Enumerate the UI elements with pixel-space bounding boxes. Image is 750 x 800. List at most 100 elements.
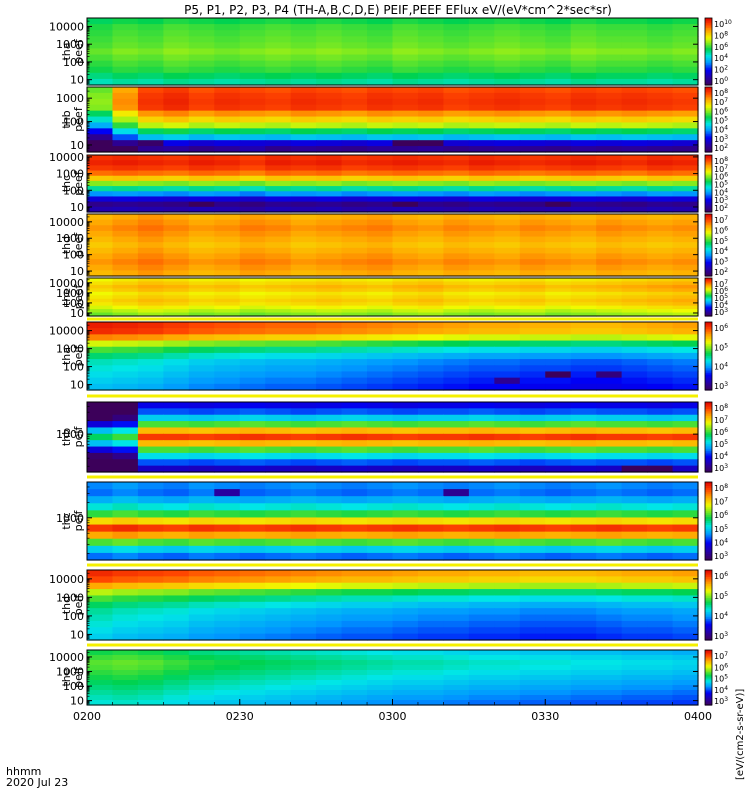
heat-cell	[290, 175, 317, 182]
heat-cell	[87, 482, 114, 490]
colorbar-segment	[705, 447, 712, 450]
heat-cell	[621, 620, 648, 628]
heat-cell	[545, 614, 572, 622]
heat-cell	[265, 160, 292, 166]
heat-cell	[468, 160, 495, 166]
colorbar-segment	[705, 160, 712, 163]
heat-cell	[468, 104, 495, 112]
heat-cell	[570, 633, 597, 641]
heat-cell	[621, 295, 648, 300]
heat-cell	[87, 206, 114, 213]
heat-cell	[392, 695, 419, 701]
heat-cell	[188, 328, 215, 335]
heat-cell	[239, 627, 266, 635]
heat-cell	[163, 459, 190, 467]
heat-cell	[417, 670, 445, 676]
heat-cell	[341, 650, 368, 656]
heat-cell	[316, 155, 343, 161]
heat-cell	[239, 655, 266, 661]
heat-cell	[392, 291, 419, 296]
heat-cell	[87, 288, 114, 293]
heat-cell	[316, 365, 343, 373]
heat-cell	[468, 421, 495, 429]
heat-cell	[621, 589, 648, 597]
heat-cell	[316, 328, 343, 335]
colorbar-segment	[705, 548, 712, 551]
heat-cell	[621, 291, 648, 296]
heat-cell	[519, 104, 546, 112]
heat-cell	[188, 545, 215, 554]
colorbar-segment	[705, 81, 712, 84]
heat-cell	[87, 186, 114, 192]
heat-cell	[290, 264, 317, 271]
heat-cell	[265, 54, 292, 62]
heat-cell	[87, 700, 114, 706]
heat-cell	[214, 570, 241, 577]
heat-cell	[188, 225, 215, 232]
heat-cell	[290, 110, 317, 118]
colorbar-tick-label: 106	[714, 225, 728, 235]
heat-cell	[443, 284, 470, 289]
heat-cell	[519, 589, 546, 597]
heat-cell	[417, 186, 445, 192]
heat-cell	[596, 288, 623, 293]
heat-cell	[87, 48, 114, 56]
heat-cell	[621, 452, 648, 460]
colorbar-segment	[705, 203, 712, 206]
colorbar-segment	[705, 143, 712, 147]
heat-cell	[392, 446, 419, 454]
heat-cell	[265, 685, 292, 691]
heat-cell	[316, 655, 343, 661]
colorbar-frame	[704, 86, 713, 153]
heat-cell	[545, 87, 572, 94]
heat-cell	[316, 570, 343, 577]
heat-cell	[417, 465, 445, 473]
heat-cell	[545, 427, 572, 435]
heat-cell	[163, 421, 190, 429]
heat-cell	[417, 352, 445, 360]
heat-cell	[443, 459, 470, 467]
heat-cell	[417, 72, 445, 80]
heat-cell	[265, 264, 292, 271]
heat-cell	[392, 601, 419, 609]
heat-cell	[112, 414, 139, 422]
heat-cell	[87, 175, 114, 182]
heat-cell	[545, 155, 572, 161]
heat-cell	[468, 510, 495, 519]
heat-cell	[316, 665, 343, 671]
heat-cell	[87, 690, 114, 696]
heat-cell	[137, 30, 164, 37]
heat-cell	[163, 160, 190, 166]
heat-cell	[112, 680, 139, 686]
colorbar-segment	[705, 288, 712, 290]
heat-cell	[647, 98, 674, 106]
heat-cell	[392, 302, 419, 307]
heat-cell	[494, 247, 521, 255]
heat-cell	[392, 408, 419, 416]
heat-cell	[214, 517, 241, 526]
heat-cell	[570, 278, 597, 283]
heat-cell	[443, 160, 470, 166]
colorbar-segment	[705, 63, 712, 66]
heat-cell	[596, 517, 623, 526]
heat-cell	[494, 334, 521, 342]
heat-cell	[468, 608, 495, 616]
colorbar-segment	[705, 162, 712, 165]
heat-cell	[112, 219, 139, 226]
heat-cell	[443, 576, 470, 584]
heat-cell	[137, 695, 164, 701]
heat-cell	[112, 264, 139, 271]
colorbar-segment	[705, 615, 712, 618]
heat-cell	[519, 402, 546, 409]
colorbar-segment	[705, 217, 712, 220]
heat-cell	[137, 278, 164, 283]
heat-cell	[596, 552, 623, 561]
colorbar-tick-label: 106	[714, 42, 728, 52]
heat-cell	[494, 352, 521, 360]
heat-cell	[443, 328, 470, 335]
y-tick-label: 100	[63, 56, 84, 69]
heat-cell	[163, 191, 190, 198]
heat-cell	[468, 253, 495, 260]
